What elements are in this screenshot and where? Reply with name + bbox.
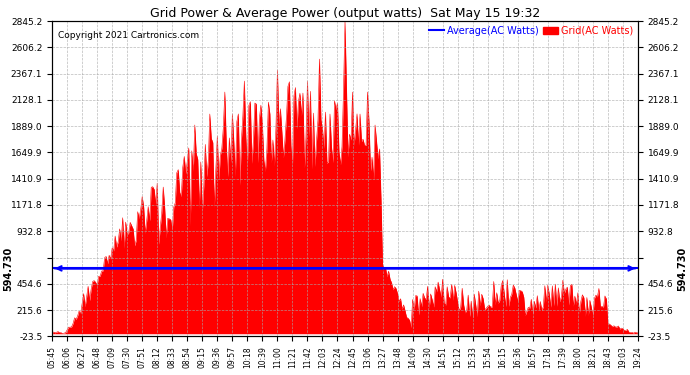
Text: 594.730: 594.730 (677, 246, 687, 291)
Text: 594.730: 594.730 (3, 246, 13, 291)
Text: Copyright 2021 Cartronics.com: Copyright 2021 Cartronics.com (58, 31, 199, 40)
Title: Grid Power & Average Power (output watts)  Sat May 15 19:32: Grid Power & Average Power (output watts… (150, 7, 540, 20)
Legend: Average(AC Watts), Grid(AC Watts): Average(AC Watts), Grid(AC Watts) (429, 26, 633, 36)
